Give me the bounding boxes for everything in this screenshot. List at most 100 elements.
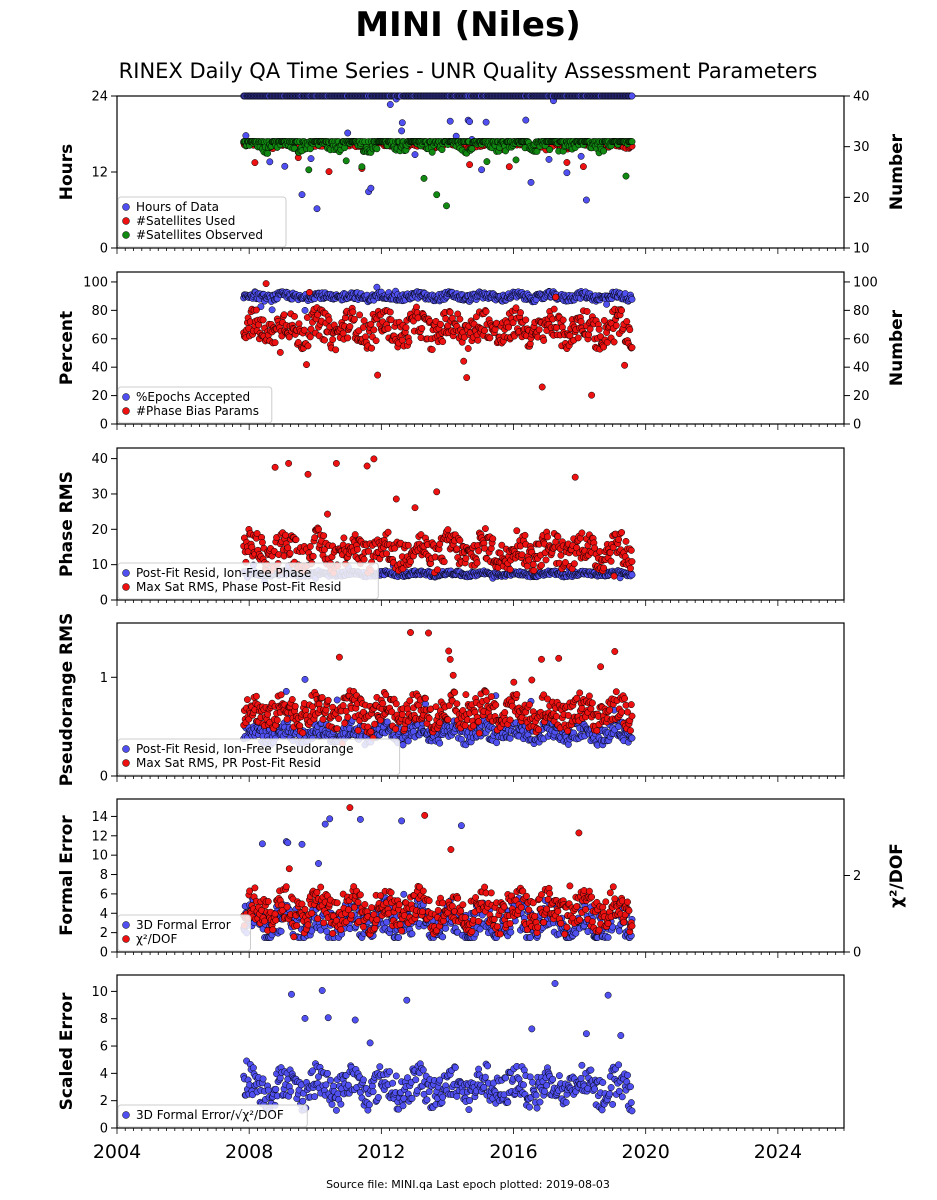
data-point [628,571,636,579]
data-point [242,132,250,140]
legend-label: Hours of Data [136,200,219,214]
legend-marker [122,217,130,225]
y-tick-label-right: 30 [853,140,870,155]
data-point [576,689,584,697]
data-point [612,322,620,329]
data-point [564,712,572,719]
data-point [579,163,587,171]
data-point [517,309,524,317]
data-point [466,161,474,169]
data-point [512,156,520,164]
data-point [413,303,420,311]
data-point [530,567,538,574]
data-point [446,117,454,125]
y-tick-label-right: 0 [853,418,861,433]
data-point [627,546,635,554]
data-point [506,566,514,573]
data-point [506,734,514,742]
data-point [288,696,296,703]
data-point [346,323,354,330]
data-point [475,729,483,737]
data-point [487,693,495,701]
data-point [436,739,444,747]
data-point [460,357,468,365]
y-tick-label-right: 40 [853,361,870,376]
data-point [422,694,429,702]
y-tick-label: 40 [91,361,108,376]
data-point [392,725,400,733]
data-point [360,555,368,563]
data-point [438,146,446,154]
data-point [353,545,361,553]
y-tick-label: 20 [91,389,108,404]
data-point [615,536,623,543]
y-tick-label-right: 20 [853,191,870,206]
data-point [607,557,615,565]
y-tick-label: 12 [91,166,108,181]
data-point [406,697,414,705]
y-tick-label-right: 60 [853,332,870,347]
legend-marker [122,393,130,401]
data-point [621,361,629,369]
data-point [464,345,472,352]
data-point [510,678,518,686]
data-point [407,558,414,566]
data-point [434,566,441,574]
data-point [341,719,349,727]
data-point [351,531,359,539]
data-point [291,702,299,710]
y-tick-label: 0 [100,594,108,609]
legend-label: #Satellites Used [136,214,235,228]
y-axis-label-right: Number [887,309,907,386]
data-point [306,288,313,296]
data-point [463,374,471,382]
data-point [437,320,444,328]
data-point [349,308,357,316]
y-axis-label-right: Number [887,133,907,210]
data-point [356,311,364,319]
data-point [582,196,590,204]
data-point [570,560,578,568]
data-point [398,119,406,127]
data-point [315,525,322,533]
data-point [513,527,521,535]
data-point [252,692,260,700]
y-axis-label: Phase RMS [57,471,77,577]
data-point [554,533,562,541]
data-point [481,525,489,533]
data-point [501,709,509,716]
data-point [258,538,266,546]
data-point [402,324,410,332]
y-tick-label-right: 100 [853,275,878,290]
data-point [521,531,529,539]
data-point [445,647,453,655]
y-tick-label: 80 [91,304,108,319]
data-point [280,311,288,319]
data-point [367,728,375,736]
data-point [628,734,636,742]
data-point [535,326,543,334]
data-point [379,699,387,707]
data-point [259,316,267,324]
data-point [428,148,436,156]
data-point [392,495,400,503]
data-point [342,157,350,165]
data-point [307,155,315,163]
data-point [392,700,400,708]
data-point [444,526,452,534]
data-point [527,178,535,186]
legend-label: #Satellites Observed [136,228,263,242]
data-point [545,155,553,163]
data-point [333,696,341,704]
data-point [628,92,636,100]
y-tick-label-right: 10 [853,242,870,257]
data-point [529,560,537,568]
data-point [306,543,314,550]
data-point [325,168,333,176]
data-point [462,691,470,699]
data-point [282,531,290,539]
data-point [332,459,340,467]
data-point [622,537,630,545]
